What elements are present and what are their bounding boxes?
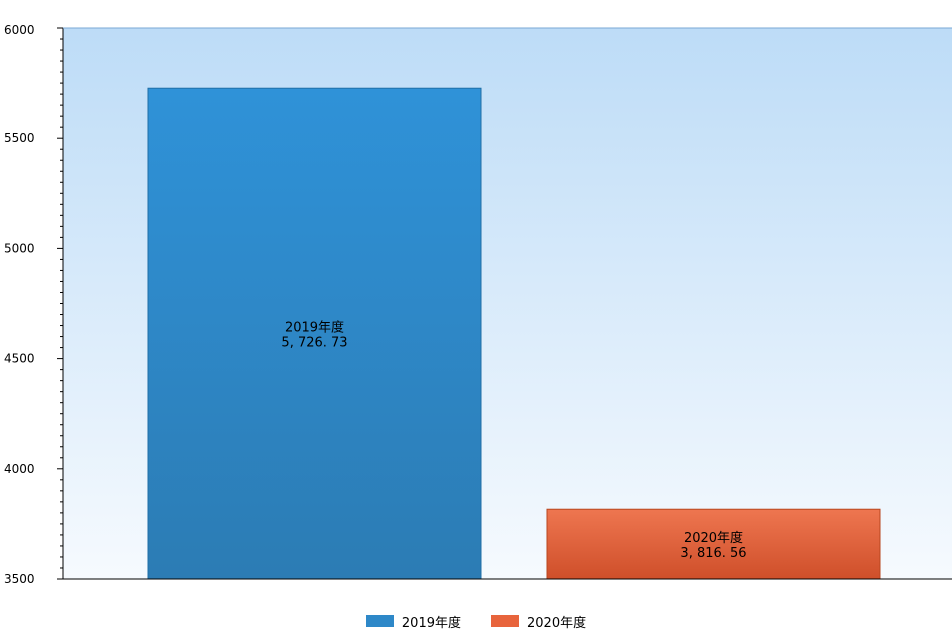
y-tick-label: 5500	[4, 131, 35, 145]
legend-swatch-2019	[365, 615, 394, 627]
bar-2020	[546, 508, 881, 580]
y-tick-label: 4000	[4, 462, 35, 476]
y-tick-label: 5000	[4, 241, 35, 255]
bar-category-label: 2019年度	[285, 320, 344, 336]
y-tick-label: 3500	[4, 572, 35, 586]
legend-swatch-2020	[491, 615, 519, 627]
y-tick-label: 4500	[4, 352, 35, 366]
legend-label-2019: 2019年度	[401, 615, 461, 630]
legend-item-2019: 2019年度	[365, 612, 461, 630]
bar-category-label: 2020年度	[684, 530, 743, 546]
bar-value-label: 5, 726. 73	[281, 336, 347, 351]
y-axis-ticks: 3500 4000 4500 5000 5500 6000	[4, 23, 63, 586]
bar-value-label: 3, 816. 56	[680, 546, 746, 561]
legend-item-2020: 2020年度	[491, 612, 586, 630]
legend: 2019年度 2020年度	[0, 612, 952, 630]
y-tick-label: 6000	[4, 23, 35, 37]
legend-label-2020: 2020年度	[527, 615, 587, 630]
bar-2019	[147, 87, 482, 580]
bars	[147, 87, 881, 580]
